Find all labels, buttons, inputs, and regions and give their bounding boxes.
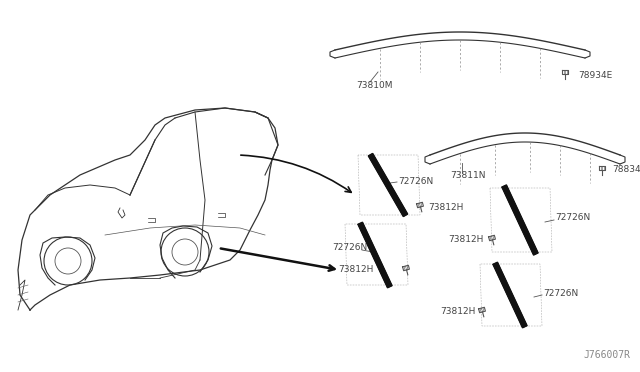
Text: 72726N: 72726N <box>398 177 433 186</box>
Text: 78834E: 78834E <box>612 166 640 174</box>
Text: 73812H: 73812H <box>448 235 483 244</box>
Text: 73812H: 73812H <box>440 308 476 317</box>
Text: 73812H: 73812H <box>338 266 373 275</box>
Text: 73812H: 73812H <box>428 202 463 212</box>
Text: 72726N: 72726N <box>332 244 367 253</box>
Text: 73810M: 73810M <box>356 80 392 90</box>
Polygon shape <box>493 262 527 328</box>
Text: 73811N: 73811N <box>450 170 486 180</box>
Polygon shape <box>358 222 392 288</box>
Polygon shape <box>502 185 538 255</box>
Text: 78934E: 78934E <box>578 71 612 80</box>
Text: 72726N: 72726N <box>555 214 590 222</box>
Text: 72726N: 72726N <box>543 289 579 298</box>
Polygon shape <box>369 153 408 217</box>
Text: J766007R: J766007R <box>583 350 630 360</box>
